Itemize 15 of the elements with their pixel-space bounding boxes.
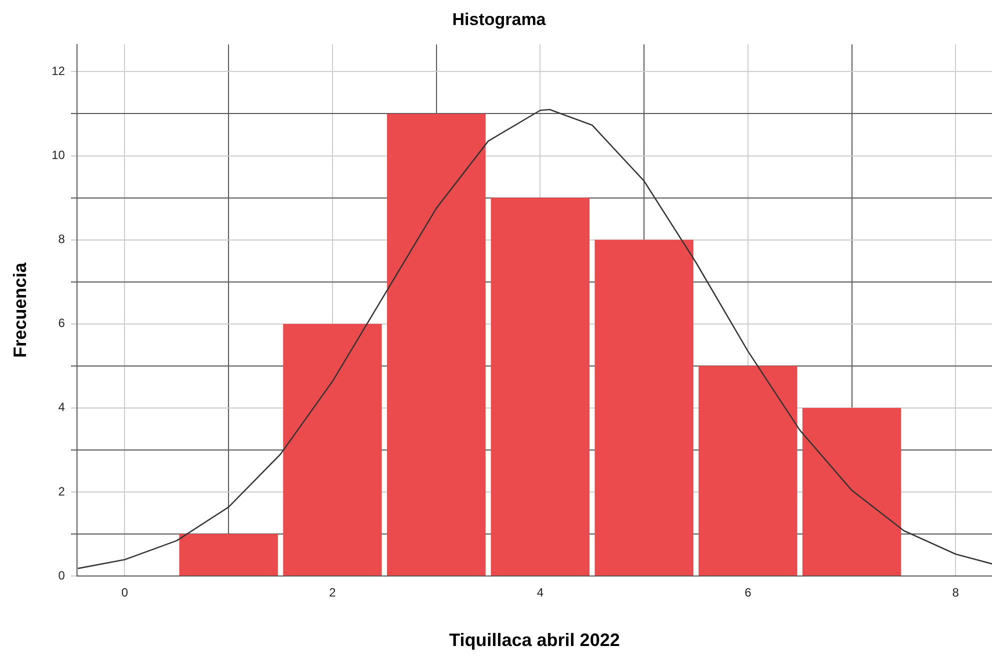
x-axis-title: Tiquillaca abril 2022	[449, 630, 620, 650]
x-tick-label: 6	[744, 586, 752, 600]
chart-title: Histograma	[452, 10, 546, 29]
y-tick-label: 10	[52, 148, 66, 162]
x-tick-label: 0	[121, 586, 128, 600]
y-tick-label: 12	[52, 64, 66, 78]
x-tick-label: 4	[536, 586, 544, 600]
y-tick-label: 6	[58, 316, 66, 330]
y-axis-title: Frecuencia	[10, 262, 30, 358]
y-tick-label: 4	[58, 400, 66, 414]
y-tick-label: 8	[58, 232, 66, 246]
x-tick-label: 8	[952, 586, 960, 600]
x-tick-label: 2	[329, 586, 336, 600]
y-tick-label: 2	[58, 484, 66, 498]
y-tick-label: 0	[58, 568, 66, 582]
